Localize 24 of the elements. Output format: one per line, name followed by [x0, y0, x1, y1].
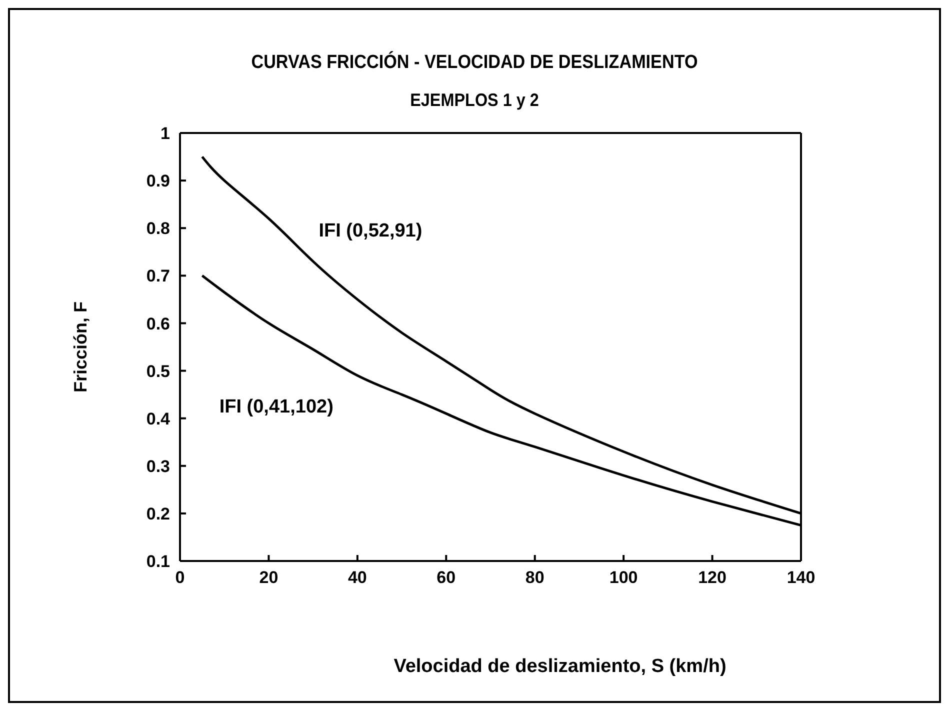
y-axis-title: Fricción, F [70, 301, 90, 393]
series-label: IFI (0,52,91) [318, 220, 422, 242]
y-tick-label: 0.4 [146, 409, 171, 428]
series-label: IFI (0,41,102) [219, 396, 334, 418]
y-tick-label: 0.6 [146, 314, 170, 334]
x-tick-label: 140 [786, 568, 816, 588]
y-tick-label: 0.7 [146, 266, 170, 286]
x-tick-label: 40 [348, 568, 367, 588]
y-tick-label: 1 [160, 124, 170, 144]
x-tick-label: 60 [436, 568, 456, 588]
y-tick-label: 0.8 [146, 219, 170, 238]
y-tick-label: 0.1 [146, 552, 170, 572]
x-tick-label: 80 [525, 568, 544, 588]
y-tick-label: 0.9 [146, 172, 170, 191]
chart-subtitle: EJEMPLOS 1 y 2 [409, 90, 540, 111]
y-tick-label: 0.3 [146, 456, 170, 476]
x-tick-label: 120 [698, 568, 726, 588]
x-tick-label: 100 [609, 568, 638, 588]
chart-title: CURVAS FRICCIÓN - VELOCIDAD DE DESLIZAMIENTO [250, 52, 699, 74]
x-axis-title: Velocidad de deslizamiento, S (km/h) [392, 656, 728, 678]
y-tick-label: 0.5 [146, 362, 170, 381]
x-tick-label: 20 [259, 568, 278, 588]
y-tick-label: 0.2 [146, 504, 170, 524]
x-tick-label: 0 [175, 568, 185, 588]
